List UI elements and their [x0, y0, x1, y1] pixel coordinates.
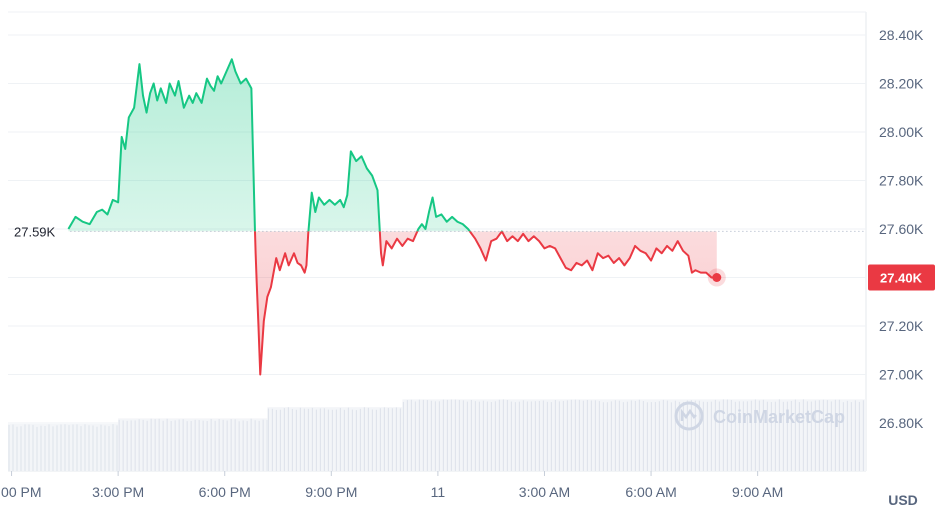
volume-segment: [118, 418, 268, 471]
y-tick-label: 27.20K: [879, 318, 924, 334]
x-tick-label: 12:00 PM: [0, 484, 42, 500]
price-area: [68, 59, 717, 375]
currency-label[interactable]: USD: [888, 492, 918, 508]
volume-segment: [267, 407, 403, 471]
x-tick-label: 9:00 PM: [305, 484, 357, 500]
watermark: CoinMarketCap: [674, 401, 845, 431]
y-tick-label: 27.00K: [879, 367, 924, 383]
x-tick-label: 6:00 PM: [199, 484, 251, 500]
current-price-dot: [707, 268, 726, 287]
current-price-badge-bg: [868, 264, 935, 291]
y-tick-label: 26.80K: [879, 415, 924, 431]
y-tick-label: 28.20K: [879, 76, 924, 92]
y-axis: 28.40K 28.20K 28.00K 27.80K 27.60K 27.40K 27.2…: [879, 27, 924, 431]
price-area-above-reference: [68, 59, 717, 232]
y-tick-label: 27.60K: [879, 221, 924, 237]
reference-label: 27.59K: [14, 224, 56, 239]
coinmarketcap-logo-icon: [674, 401, 704, 431]
current-price-dot-core: [712, 273, 722, 282]
current-price-badge: 27.40K: [868, 264, 935, 291]
price-line-below-reference: [253, 231, 717, 376]
y-tick-label: 28.00K: [879, 124, 924, 140]
x-tick-label: 3:00 PM: [92, 484, 144, 500]
current-price-label: 27.40K: [880, 271, 923, 286]
x-tick-label: 3:00 AM: [519, 484, 570, 500]
y-tick-label: 27.80K: [879, 173, 924, 189]
x-axis: 12:00 PM 3:00 PM 6:00 PM 9:00 PM 11 3:00 AM 6:…: [0, 471, 783, 500]
y-tick-label: 28.40K: [879, 27, 924, 43]
price-line-above-reference: [67, 58, 503, 232]
x-tick-label: 11: [431, 484, 446, 500]
volume-segment: [8, 423, 119, 471]
x-tick-label: 9:00 AM: [732, 484, 783, 500]
volume-bars: [8, 399, 866, 471]
x-tick-label: 6:00 AM: [625, 484, 676, 500]
price-line: [67, 58, 717, 376]
watermark-text: CoinMarketCap: [713, 407, 845, 427]
